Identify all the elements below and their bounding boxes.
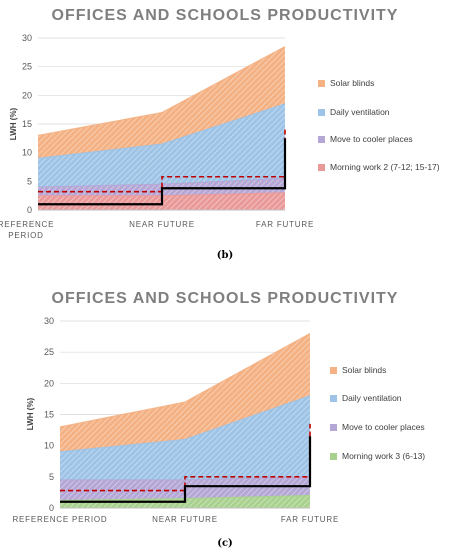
x-tick-label: NEAR FUTURE: [152, 515, 218, 524]
y-tick-label: 5: [27, 176, 32, 186]
y-tick-label: 10: [22, 148, 32, 158]
legend-swatch: [330, 395, 337, 402]
x-tick-label: REFERENCE PERIOD: [12, 515, 107, 524]
y-axis-label: LWH (%): [9, 107, 18, 140]
y-axis-label: LWH (%): [26, 397, 35, 430]
legend-swatch: [318, 136, 325, 143]
y-tick-label: 5: [49, 472, 54, 482]
area-edge: [37, 46, 286, 137]
area-hatch: [60, 333, 310, 452]
x-tick-label: REFERENCE PERIOD: [0, 220, 54, 240]
figure-caption: (c): [217, 538, 233, 549]
legend-swatch: [318, 109, 325, 116]
legend-entry: Move to cooler places: [330, 134, 413, 144]
area-hatch: [38, 46, 285, 159]
dashed-step-line: [38, 126, 286, 193]
legend-entry: Morning work 3 (6-13): [342, 451, 425, 461]
chart-0: OFFICES AND SCHOOLS PRODUCTIVITY 0 5 10 15 20…: [0, 7, 440, 261]
legend-swatch: [318, 80, 325, 87]
x-tick-label-part: NEAR FUTURE: [152, 515, 218, 524]
legend-swatch: [330, 367, 337, 374]
x-tick-label-part: FAR FUTURE: [256, 220, 314, 229]
area-edge: [37, 103, 286, 159]
chart-1: OFFICES AND SCHOOLS PRODUCTIVITY 0 5 10 15 20…: [12, 290, 425, 549]
y-tick-label: 0: [49, 503, 54, 513]
area-hatch: [38, 103, 285, 188]
y-tick-label: 20: [44, 378, 54, 388]
y-tick-label: 30: [22, 33, 32, 43]
solid-step-line: [60, 436, 312, 503]
area-edge: [60, 476, 311, 481]
x-tick-label-part: REFERENCE: [0, 220, 54, 229]
x-tick-label-part: PERIOD: [8, 231, 43, 240]
y-tick-label: 30: [44, 316, 54, 326]
x-tick-label: NEAR FUTURE: [129, 220, 195, 229]
x-tick-label: FAR FUTURE: [256, 220, 314, 229]
legend-swatch: [318, 164, 325, 171]
solid-step-line: [38, 138, 287, 206]
y-tick-label: 0: [27, 205, 32, 215]
y-tick-label: 15: [44, 410, 54, 420]
x-tick-label-part: FAR FUTURE: [281, 515, 339, 524]
area-edge: [59, 332, 311, 428]
figure-caption: (b): [217, 250, 233, 261]
y-tick-label: 20: [22, 90, 32, 100]
legend-swatch: [330, 453, 337, 460]
y-tick-label: 10: [44, 441, 54, 451]
y-tick-label: 25: [44, 347, 54, 357]
legend-entry: Daily ventilation: [330, 107, 390, 117]
x-tick-label: FAR FUTURE: [281, 515, 339, 524]
area-hatch: [60, 395, 310, 480]
legend-entry: Solar blinds: [342, 365, 386, 375]
x-tick-label-part: REFERENCE PERIOD: [12, 515, 107, 524]
legend-entry: Move to cooler places: [342, 422, 425, 432]
y-tick-label: 15: [22, 119, 32, 129]
area-edge: [59, 395, 311, 453]
legend-entry: Morning work 2 (7-12; 15-17): [330, 162, 440, 172]
legend-entry: Solar blinds: [330, 78, 374, 88]
chart-title: OFFICES AND SCHOOLS PRODUCTIVITY: [52, 290, 399, 307]
legend-swatch: [330, 424, 337, 431]
legend-entry: Daily ventilation: [342, 393, 402, 403]
x-tick-label-part: NEAR FUTURE: [129, 220, 195, 229]
chart-title: OFFICES AND SCHOOLS PRODUCTIVITY: [52, 7, 399, 24]
y-tick-label: 25: [22, 62, 32, 72]
